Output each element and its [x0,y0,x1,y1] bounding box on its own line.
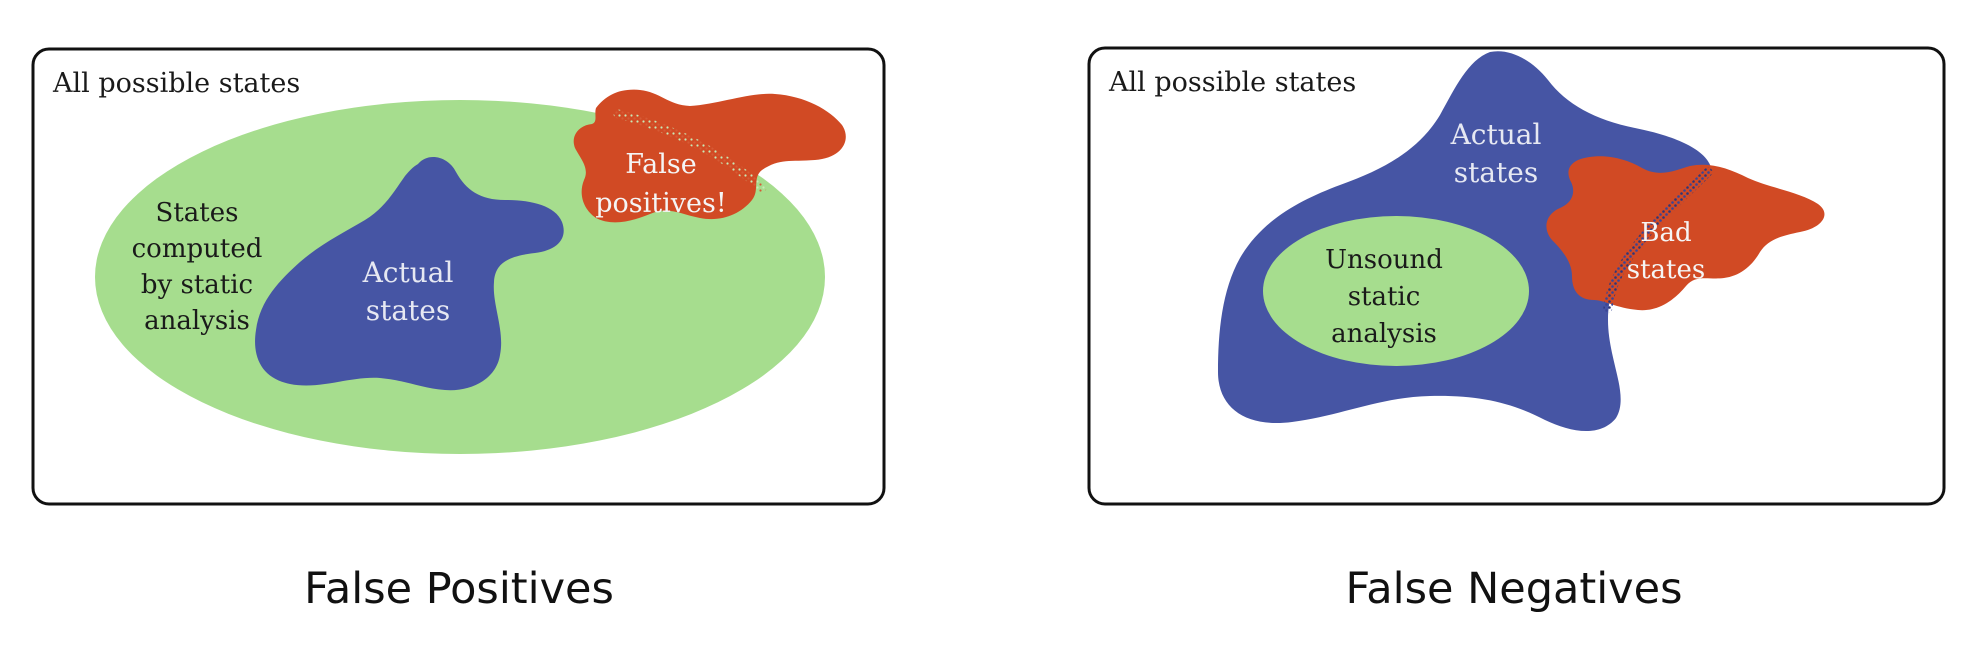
svg-text:computed: computed [132,234,263,264]
svg-text:Actual: Actual [362,256,454,289]
svg-text:analysis: analysis [1331,319,1437,349]
svg-text:states: states [1627,255,1705,285]
false-negatives-panel: All possible states Actual states Unsoun… [1089,48,1944,614]
right-frame-label: All possible states [1108,67,1356,98]
svg-text:positives!: positives! [595,188,726,219]
svg-text:by static: by static [141,270,253,300]
svg-text:Actual: Actual [1450,118,1542,151]
false-negatives-caption: False Negatives [1346,564,1683,614]
false-positives-panel: All possible states States computed by s… [33,49,884,614]
svg-text:states: states [1454,156,1539,189]
svg-text:analysis: analysis [144,306,250,336]
svg-text:Bad: Bad [1640,218,1691,248]
left-frame-label: All possible states [52,68,300,99]
svg-text:static: static [1348,282,1421,312]
svg-text:Unsound: Unsound [1325,245,1443,275]
svg-text:States: States [156,198,239,228]
false-positives-caption: False Positives [304,564,614,614]
svg-text:states: states [366,294,451,327]
svg-text:False: False [625,149,696,180]
